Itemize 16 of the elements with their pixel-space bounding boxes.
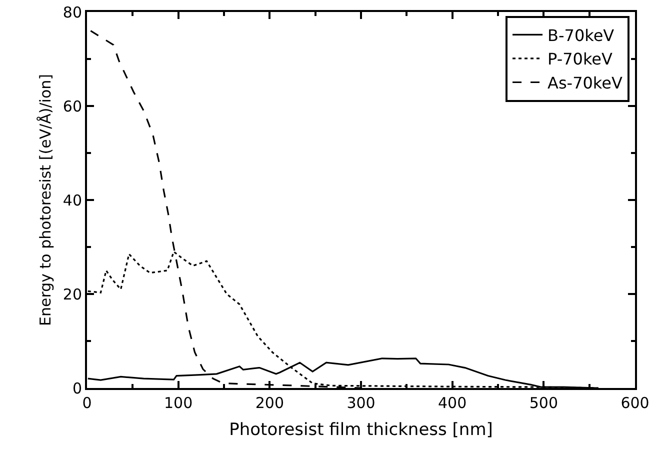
y-tick-label: 20 <box>62 285 82 304</box>
x-axis-title: Photoresist film thickness [nm] <box>229 420 493 440</box>
legend-label: P-70keV <box>548 50 612 69</box>
y-tick-label: 60 <box>62 97 82 116</box>
x-tick-label: 200 <box>255 394 284 412</box>
x-tick-label: 400 <box>438 394 467 412</box>
x-tick-label: 600 <box>620 394 650 412</box>
legend-label: As-70keV <box>548 74 622 92</box>
x-tick-label: 500 <box>529 394 558 412</box>
y-tick-label: 80 <box>62 3 82 22</box>
x-tick-label: 300 <box>346 394 376 412</box>
y-tick-label: 40 <box>62 191 82 210</box>
legend-label: B-70keV <box>548 26 614 45</box>
y-tick-label: 0 <box>72 379 82 398</box>
x-tick-label: 100 <box>164 394 193 412</box>
y-axis-title: Energy to photoresist [(eV/Å)/ion] <box>36 74 55 326</box>
